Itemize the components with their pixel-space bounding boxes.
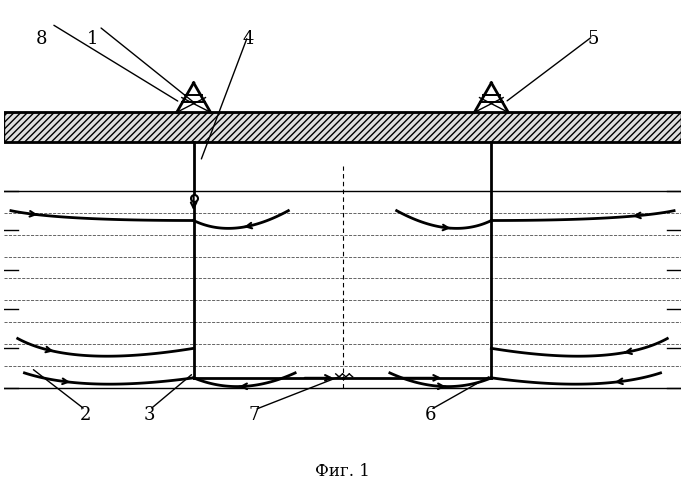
Text: Фиг. 1: Фиг. 1 xyxy=(315,463,370,480)
Text: 1: 1 xyxy=(86,30,98,48)
Text: 4: 4 xyxy=(242,30,253,48)
Polygon shape xyxy=(4,112,681,142)
Text: 3: 3 xyxy=(144,406,155,423)
Text: 8: 8 xyxy=(36,30,47,48)
Text: 6: 6 xyxy=(425,406,436,423)
Text: 5: 5 xyxy=(587,30,599,48)
Text: 7: 7 xyxy=(249,406,260,423)
Text: 2: 2 xyxy=(79,406,91,423)
